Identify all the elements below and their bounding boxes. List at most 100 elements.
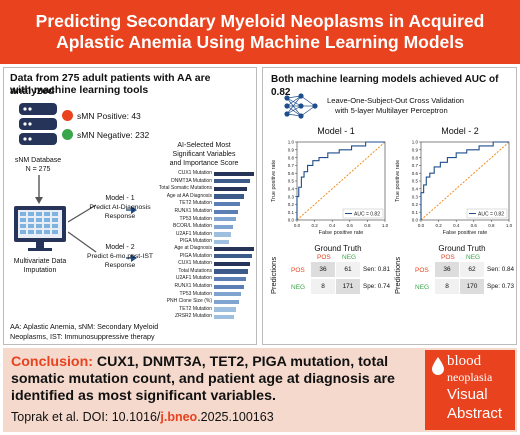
model1-label: Model - 1 [105,195,135,202]
model1-importance-bar [214,209,238,214]
logo-blood: blood [447,353,482,369]
logo-neoplasia: neoplasia [447,370,493,384]
cm2-tn: 170 [460,279,484,294]
model1-ytick-label: 0.7 [288,163,295,168]
smn-positive-label: sMN Positive: 43 [77,111,141,121]
citation: Toprak et al. DOI: 10.1016/j.bneo.2025.1… [11,410,274,424]
model1-importance-bar [214,201,241,207]
citation-prefix: Toprak et al. DOI: 10.1016/ [11,410,161,424]
model1-ytick-label: 1.0 [288,140,295,145]
model1-ytick-label: 0.9 [288,148,295,153]
monitor-icon [14,206,66,251]
model1-var-label: BCOR/L Mutation [173,223,212,230]
model1-legend-box [342,208,384,219]
model2-ytick-label: 0.4 [412,187,419,192]
model2-plot-area [420,141,510,221]
model2-importance-bar [214,314,234,320]
abbrev-line-1: AA: Aplastic Anemia, sNM: Secondary Myel… [10,322,159,331]
model2-var-label: CUX1 Mutation [178,260,212,267]
model1-var-label: U2AF1 Mutation [175,230,212,237]
model2-importance-bar [214,254,252,259]
title-line-1: Predicting Secondary Myeloid Neoplasms i… [35,11,485,31]
model2-roc-chart: 1.0 0.9 0.8 0.7 0.6 0.5 0.4 0.3 0.2 0.1 0.00.0 0.2 0… [395,140,513,236]
model1-ylabel: True positive rate [271,160,277,202]
journal-logo: blood neoplasia Visual Abstract [425,350,515,430]
model2-ytick-label: 1.0 [412,140,419,145]
header-banner: Predicting Secondary Myeloid Neoplasms i… [0,0,520,64]
data-panel: Data from 275 adult patients with AA are… [3,67,257,345]
cm2-neg-col: NEG [466,254,481,261]
model1-ytick-label: 0.4 [288,187,295,192]
model1-ytick-label: 0.2 [288,202,295,207]
model1-roc-curve [296,141,385,220]
cm1-pos-row: POS [291,267,305,274]
model2-xtick-label: 0.6 [471,223,478,228]
model1-ytick-label: 0.0 [288,218,295,223]
citation-suffix: .2025.100163 [197,410,274,424]
logo-abstract: Abstract [447,405,503,422]
model2-xtick-label: 0.2 [435,223,442,228]
results-panel: Both machine learning models achieved AU… [262,67,517,345]
database-label: sNM Database [14,157,62,164]
cm2-pos-row: POS [415,267,429,274]
model1-var-label: TET2 Mutation [179,200,212,207]
blood-drop-icon [432,357,444,375]
model1-ytick-label: 0.6 [288,171,295,176]
model1-ytick-label: 0.3 [288,194,295,199]
imputation-label-1: Multivariate Data [13,258,67,265]
model1-roc-chart: 1.0 0.9 0.8 0.7 0.6 0.5 0.4 0.3 0.2 0.1 0.00.0 0.2 0… [271,140,389,236]
model2-importance-bar [214,269,249,274]
cm1-tp: 36 [311,262,335,277]
model2-xtick-label: 1.0 [506,223,513,228]
cm1-pos-col: POS [317,254,331,261]
cm1-predictions-label: Predictions [269,256,278,294]
model2-var-label: RUNX1 Mutation [174,283,212,289]
model1-ytick-label: 0.5 [288,179,295,184]
flow-arrow-down [35,175,43,204]
model1-ytick-label: 0.8 [288,155,295,160]
model1-importance-bar [214,194,244,199]
ai-title-1: AI-Selected Most [177,142,231,149]
model2-var-label: PNH Clone Size (%) [166,298,212,305]
cm1-sensitivity: Sen: 0.81 [363,266,390,273]
model1-var-label: Age at AA Diagnosis [166,192,212,199]
cm1-fn: 8 [311,279,335,294]
model2-legend-box [466,208,508,219]
model2-legend-label: AUC = 0.82 [478,212,504,218]
model2-xtick-label: 0.4 [453,223,460,228]
smn-negative-dot [62,129,73,140]
model2-xtick-label: 0.0 [418,223,425,228]
model1-xtick-label: 0.4 [329,223,336,228]
model2-importance-bar [214,307,237,312]
right-panel-title: Both machine learning models achieved AU… [271,74,499,98]
logo-visual: Visual [447,386,488,403]
cm2-predictions-label: Predictions [393,256,402,294]
ai-title-3: and Importance Score [169,160,239,167]
imputation-label-2: Imputation [23,267,57,274]
model2-roc-title: Model - 2 [441,126,479,136]
cm1-neg-col: NEG [342,254,357,261]
cm2-ground-truth-label: Ground Truth [438,244,486,253]
citation-journal: j.bneo [160,410,198,424]
method-line-1: Leave-One-Subject-Out Cross Validation [327,96,465,105]
cm2-neg-row: NEG [415,284,430,291]
model2-desc-1: Predict 6-mo post-IST [86,253,154,260]
abbrev-line-2: Neoplasms, IST: Immunosuppressive therap… [10,332,155,341]
model1-importance-bar [214,179,250,184]
model1-importance-bar [214,232,232,237]
model1-xtick-label: 0.6 [347,223,354,228]
left-panel-title-2: with machine learning tools [10,84,149,96]
model2-xtick-label: 0.8 [488,223,495,228]
model1-desc-1: Predict At-Diagnosis [89,204,151,211]
model2-desc-2: Response [104,262,136,269]
model1-var-label: CUX1 Mutation [178,170,212,176]
model2-importance-bar [214,276,246,282]
model2-importance-bar [214,261,250,267]
model2-ytick-label: 0.1 [412,210,419,215]
cm1-neg-row: NEG [291,284,306,291]
cm1-ground-truth-label: Ground Truth [314,244,362,253]
model2-var-label: TP53 Mutation [179,290,212,297]
model1-legend-label: AUC = 0.82 [354,212,380,218]
conclusion-text: Conclusion: CUX1, DNMT3A, TET2, PIGA mut… [11,354,421,405]
cm1-specificity: Spe: 0.74 [363,283,390,290]
